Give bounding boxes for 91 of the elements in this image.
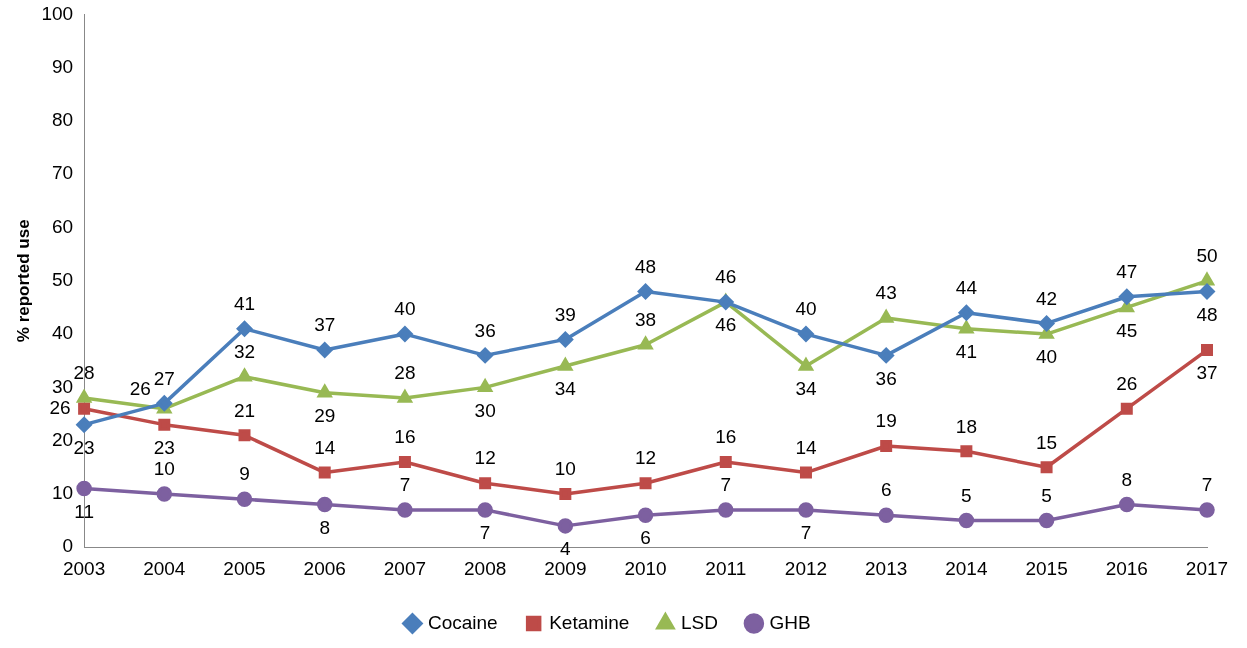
y-tick-label: 50 (51, 269, 74, 291)
data-label: 43 (875, 282, 897, 304)
data-label: 36 (875, 367, 897, 389)
data-label: 23 (73, 436, 95, 458)
data-label: 5 (1041, 484, 1052, 506)
x-tick-label: 2012 (784, 557, 828, 579)
y-tick-label: 70 (51, 162, 74, 184)
data-label: 11 (74, 500, 94, 522)
x-tick-label: 2009 (544, 557, 587, 579)
legend-label: LSD (680, 611, 718, 633)
data-label: 46 (715, 314, 737, 336)
data-label: 28 (73, 362, 95, 384)
legend-label: Ketamine (549, 611, 630, 633)
data-label: 12 (634, 447, 657, 469)
data-label: 47 (1116, 261, 1138, 283)
data-label: 7 (720, 474, 732, 496)
data-label: 10 (554, 458, 576, 480)
data-label: 37 (1196, 362, 1218, 384)
data-label: 50 (1196, 245, 1218, 267)
y-tick-label: 80 (51, 109, 74, 131)
y-tick-label: 40 (51, 322, 74, 344)
data-label: 44 (955, 277, 978, 298)
data-label: 15 (1036, 431, 1058, 453)
x-tick-label: 2007 (383, 557, 427, 579)
data-label: 40 (795, 298, 817, 320)
data-label: 7 (1201, 474, 1213, 496)
data-label: 7 (479, 522, 491, 544)
x-tick-label: 2016 (1105, 557, 1148, 579)
x-tick-label: 2014 (945, 557, 988, 579)
x-tick-label: 2015 (1025, 557, 1068, 579)
data-label: 38 (634, 308, 657, 330)
data-label: 48 (634, 255, 657, 277)
data-label: 42 (1036, 287, 1058, 309)
data-label: 8 (319, 516, 331, 538)
data-label: 34 (554, 378, 577, 400)
x-tick-label: 2006 (303, 557, 346, 579)
data-label: 26 (129, 377, 151, 399)
data-label: 27 (153, 367, 175, 389)
y-tick-label: 100 (41, 2, 74, 24)
data-label: 26 (1116, 372, 1138, 394)
data-label: 5 (961, 484, 972, 506)
data-label: 6 (640, 527, 651, 549)
x-tick-label: 2005 (223, 557, 266, 579)
y-tick-label: 60 (51, 215, 74, 237)
x-tick-label: 2011 (705, 557, 747, 579)
data-label: 4 (560, 538, 572, 560)
data-label: 19 (875, 410, 897, 432)
data-label: 36 (474, 319, 496, 341)
data-label: 10 (153, 458, 175, 480)
y-tick-label: 10 (51, 482, 74, 504)
x-tick-label: 2013 (865, 557, 908, 579)
data-label: 14 (314, 436, 336, 458)
x-tick-label: 2017 (1185, 557, 1229, 579)
legend-label: Cocaine (427, 611, 498, 633)
y-tick-label: 20 (51, 428, 74, 450)
y-tick-label: 30 (51, 375, 74, 397)
data-label: 16 (715, 426, 737, 448)
data-label: 16 (394, 426, 416, 448)
data-label: 45 (1116, 319, 1138, 341)
data-label: 40 (1036, 346, 1058, 368)
data-label: 7 (399, 474, 411, 496)
data-label: 29 (314, 404, 336, 426)
data-label: 32 (233, 340, 256, 362)
data-label: 23 (153, 436, 175, 458)
data-label: 30 (474, 399, 496, 421)
x-tick-label: 2003 (62, 557, 106, 579)
data-label: 12 (474, 447, 496, 469)
data-label: 41 (233, 292, 256, 314)
y-tick-label: 90 (51, 55, 74, 77)
data-label: 34 (795, 378, 817, 400)
data-label: 40 (394, 298, 416, 320)
x-tick-label: 2010 (624, 557, 667, 579)
data-label: 18 (955, 415, 977, 437)
data-label: 37 (314, 314, 336, 336)
data-label: 7 (800, 522, 812, 544)
data-label: 41 (955, 340, 977, 362)
data-label: 21 (233, 399, 256, 421)
x-tick-label: 2004 (143, 557, 186, 579)
x-tick-label: 2008 (464, 557, 507, 579)
y-tick-label: 0 (62, 535, 74, 557)
data-label: 8 (1121, 468, 1133, 490)
data-label: 26 (49, 396, 71, 418)
legend-label: GHB (769, 611, 811, 633)
data-label: 39 (554, 303, 576, 325)
data-label: 6 (880, 479, 892, 501)
data-label: 46 (715, 266, 737, 288)
data-label: 48 (1196, 303, 1218, 325)
data-label: 14 (795, 436, 817, 458)
data-label: 28 (394, 362, 416, 384)
y-axis-title: % reported use (13, 219, 33, 343)
data-label: 9 (239, 463, 250, 485)
